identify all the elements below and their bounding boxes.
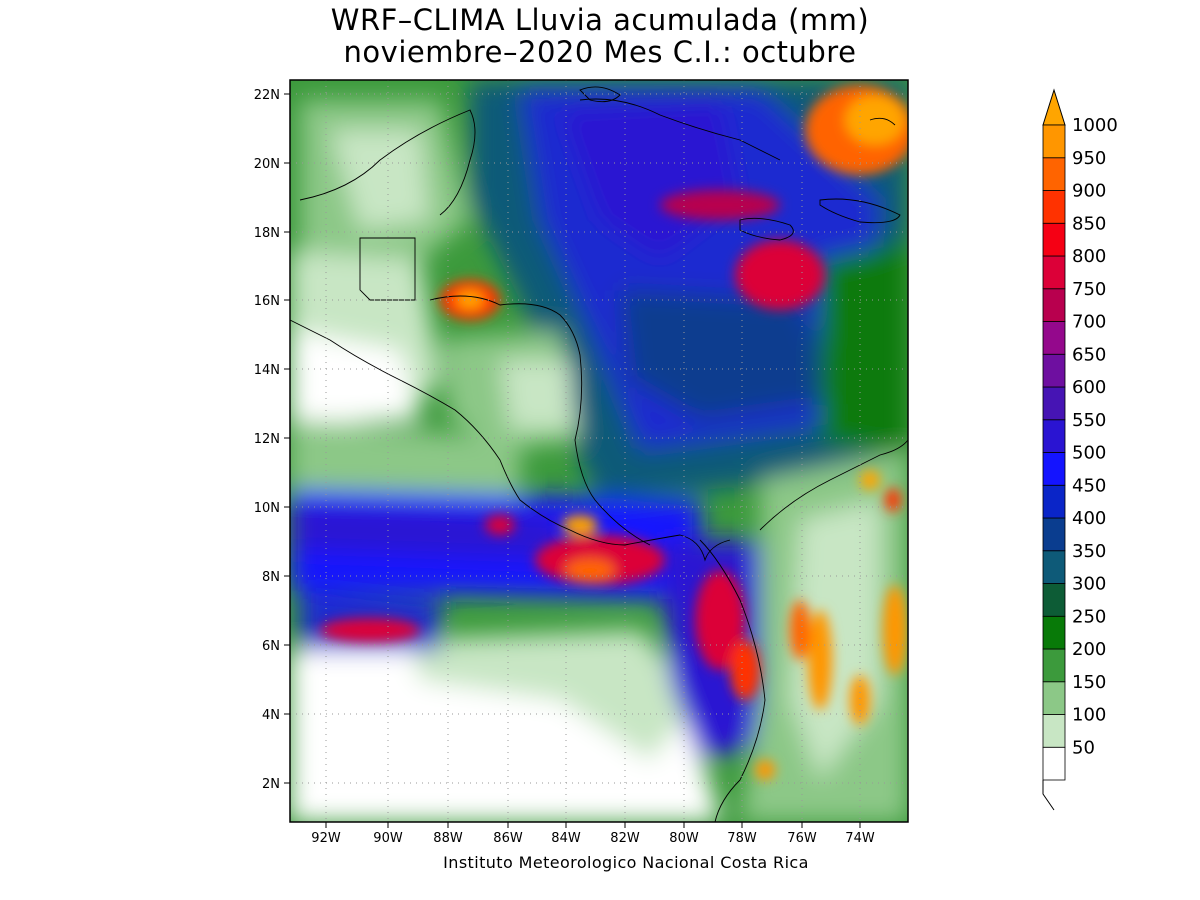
lon-tick-label: 90W [373, 831, 403, 846]
coastlines [290, 86, 908, 822]
colorbar-overflow-arrow [1042, 88, 1066, 126]
colorbar-label: 950 [1072, 148, 1106, 169]
colorbar-label: 550 [1072, 410, 1106, 431]
colorbar-label: 1000 [1072, 115, 1118, 136]
colorbar-label: 750 [1072, 279, 1106, 300]
lat-tick-label: 12N [254, 432, 280, 447]
lon-tick-label: 74W [845, 831, 875, 846]
colorbar-swatch [1042, 714, 1066, 748]
map-title: WRF–CLIMA Lluvia acumulada (mm) [330, 3, 870, 37]
precipitation-field [290, 80, 908, 822]
colorbar-label: 200 [1072, 639, 1106, 660]
colorbar-swatch [1042, 746, 1066, 781]
colorbar-label: 100 [1072, 705, 1106, 726]
credit-line: Instituto Meteorologico Nacional Costa R… [443, 853, 809, 872]
colorbar-label: 850 [1072, 213, 1106, 234]
colorbar-label: 300 [1072, 574, 1106, 595]
colorbar-label: 500 [1072, 443, 1106, 464]
lat-tick-label: 22N [254, 88, 280, 103]
colorbar-label: 800 [1072, 246, 1106, 267]
colorbar-swatch [1042, 353, 1066, 388]
colorbar-swatch [1042, 517, 1066, 552]
lat-tick-label: 16N [254, 294, 280, 309]
colorbar-label: 350 [1072, 541, 1106, 562]
colorbar-swatch [1042, 419, 1066, 453]
lat-tick-label: 6N [262, 639, 280, 654]
colorbar-swatch [1042, 681, 1066, 715]
lat-tick-label: 2N [262, 777, 280, 792]
lon-tick-label: 88W [433, 831, 463, 846]
lat-tick-label: 14N [254, 363, 280, 378]
lon-tick-label: 84W [551, 831, 581, 846]
lon-tick-label: 80W [669, 831, 699, 846]
colorbar-swatch [1042, 288, 1066, 322]
lon-tick-label: 92W [311, 831, 341, 846]
lon-tick-label: 76W [787, 831, 817, 846]
colorbar-swatch [1042, 615, 1066, 650]
colorbar-label: 900 [1072, 181, 1106, 202]
colorbar-swatch [1042, 190, 1066, 224]
graticule [290, 80, 908, 822]
lat-tick-label: 18N [254, 226, 280, 241]
lon-tick-label: 78W [727, 831, 757, 846]
colorbar-swatch [1042, 222, 1066, 257]
colorbar-label: 700 [1072, 312, 1106, 333]
colorbar-label: 650 [1072, 344, 1106, 365]
lat-tick-label: 10N [254, 501, 280, 516]
colorbar-swatch [1042, 452, 1066, 486]
colorbar-label: 50 [1072, 737, 1095, 758]
longitude-axis: 92W 90W 88W 86W 84W 82W 80W 78W 76W 74W [311, 822, 875, 846]
colorbar: 1000 950 900 850 800 750 700 650 600 550 500 450 400… [1042, 88, 1118, 811]
colorbar-swatch [1042, 255, 1066, 290]
colorbar-swatch [1042, 583, 1066, 617]
colorbar-label: 600 [1072, 377, 1106, 398]
colorbar-label: 450 [1072, 475, 1106, 496]
colorbar-swatch [1042, 157, 1066, 191]
lat-tick-label: 8N [262, 570, 280, 585]
lat-tick-label: 4N [262, 708, 280, 723]
colorbar-swatch [1042, 386, 1066, 421]
lat-tick-label: 20N [254, 157, 280, 172]
map-frame [289, 79, 909, 823]
colorbar-swatch [1042, 321, 1066, 355]
colorbar-label: 250 [1072, 606, 1106, 627]
latitude-axis: 22N 20N 18N 16N 14N 12N 10N 8N 6N 4N 2N [254, 88, 290, 792]
map-subtitle: noviembre–2020 Mes C.I.: octubre [343, 35, 857, 69]
colorbar-swatch [1042, 124, 1066, 159]
colorbar-swatch [1042, 648, 1066, 683]
lon-tick-label: 82W [610, 831, 640, 846]
colorbar-swatch [1042, 550, 1066, 584]
lon-tick-label: 86W [493, 831, 523, 846]
colorbar-underflow-tail [1042, 780, 1055, 811]
colorbar-label: 150 [1072, 672, 1106, 693]
colorbar-label: 400 [1072, 508, 1106, 529]
colorbar-swatch [1042, 484, 1066, 519]
